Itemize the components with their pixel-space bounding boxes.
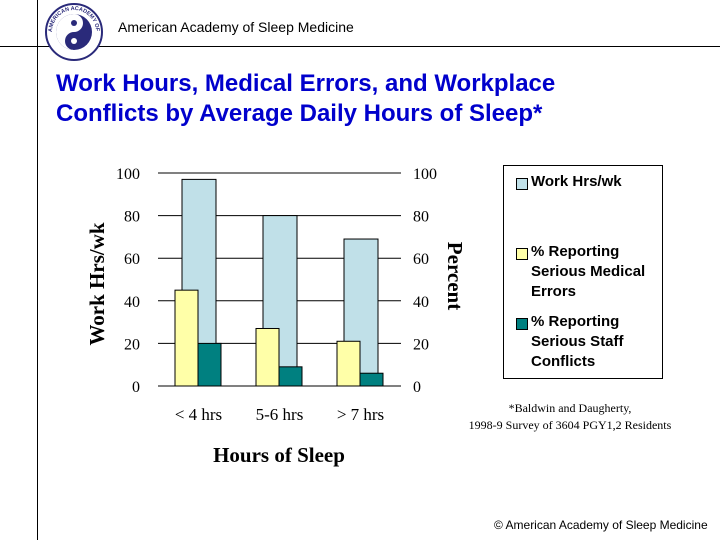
right-axis-ticks: 0 20 40 60 80 100 [413,166,437,396]
left-margin-line [37,0,38,540]
x-axis-label: Hours of Sleep [213,443,345,467]
legend: Work Hrs/wk % Reporting Serious Medical … [503,165,663,379]
aasm-logo-icon: AMERICAN ACADEMY OF SLEEP MEDICINE [44,2,103,61]
y2-tick-label: 40 [413,294,429,311]
copyright: © American Academy of Sleep Medicine [494,518,708,532]
bar-medical-errors [255,327,280,387]
y2-tick-label: 20 [413,336,429,353]
footnote-line-1: *Baldwin and Daugherty, [508,401,632,415]
bar-staff-conflicts [359,372,384,387]
y-tick-label: 80 [124,209,140,226]
category-label: > 7 hrs [337,405,384,424]
y-tick-label: 60 [124,251,140,268]
bar-medical-errors [336,340,361,387]
y2-tick-label: 80 [413,209,429,226]
y2-tick-label: 0 [413,379,421,396]
category-label: 5-6 hrs [256,405,304,424]
bar-medical-errors [174,289,199,387]
y2-axis-label: Percent [443,242,467,310]
y-tick-label: 40 [124,294,140,311]
bar-staff-conflicts [278,366,303,387]
y-axis-label: Work Hrs/wk [85,222,109,345]
legend-swatch [516,318,528,330]
title-line-1: Work Hours, Medical Errors, and Workplac… [56,70,556,97]
category-label: < 4 hrs [175,405,222,424]
y-tick-label: 0 [132,379,140,396]
legend-swatch [516,178,528,190]
page-title: Work Hours, Medical Errors, and Workplac… [56,69,696,129]
bars [174,178,384,387]
header-divider [0,46,720,47]
footnote-line-2: 1998-9 Survey of 3604 PGY1,2 Residents [468,418,672,432]
category-labels: < 4 hrs 5-6 hrs > 7 hrs [175,405,384,424]
y-tick-label: 20 [124,336,140,353]
bar-staff-conflicts [197,342,222,387]
y2-tick-label: 100 [413,166,437,183]
legend-label: % Reporting Serious Medical Errors [531,243,646,300]
title-line-2: Conflicts by Average Daily Hours of Slee… [56,100,543,127]
y-tick-label: 100 [116,166,140,183]
legend-label: Work Hrs/wk [531,173,622,190]
legend-swatch [516,248,528,260]
left-axis-ticks: 0 20 40 60 80 100 [116,166,140,396]
legend-label: % Reporting Serious Staff Conflicts [531,313,624,370]
footnote: *Baldwin and Daugherty, 1998-9 Survey of… [440,400,700,434]
y2-tick-label: 60 [413,251,429,268]
org-name: American Academy of Sleep Medicine [118,19,354,35]
